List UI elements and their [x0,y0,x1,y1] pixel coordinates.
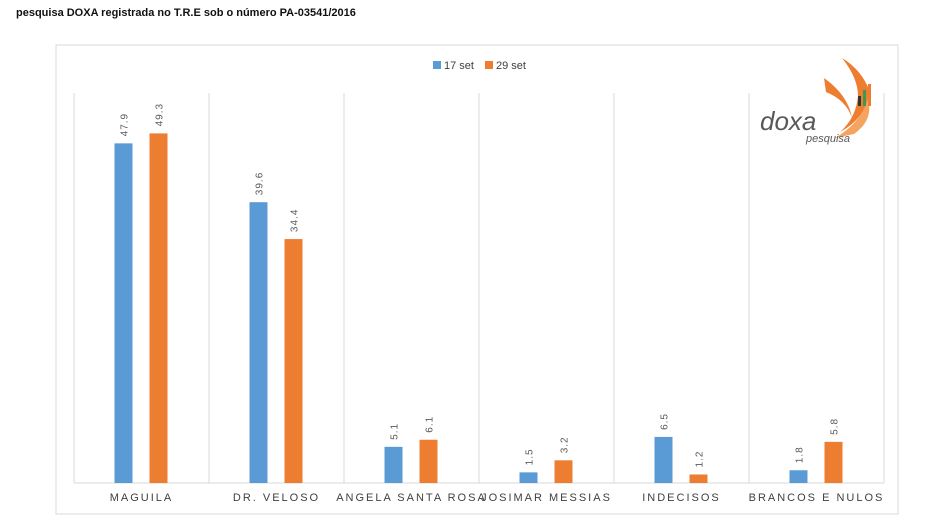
bar [114,143,133,483]
logo-sub: pesquisa [805,133,850,145]
doxa-logo: doxa pesquisa [760,58,871,145]
data-label: 6.5 [660,413,671,430]
data-label: 5.8 [830,418,841,435]
data-label: 1.2 [695,451,706,468]
category-label: JOSIMAR MESSIAS [481,492,612,504]
bar [284,239,303,483]
header-text: pesquisa DOXA registrada no T.R.E sob o … [16,7,356,19]
logo-word: doxa [760,106,816,136]
bar [689,474,708,483]
data-label: 6.1 [425,416,436,433]
legend-swatch [485,61,493,69]
legend-swatch [433,61,441,69]
bar [149,133,168,483]
data-label: 5.1 [390,423,401,440]
category-label: DR. VELOSO [233,492,320,504]
legend-label: 17 set [444,60,474,72]
bar [654,436,673,483]
bar [824,441,843,483]
category-label: MAGUILA [110,492,174,504]
data-label: 39.6 [255,172,266,195]
data-label: 49.3 [155,103,166,126]
bar [384,446,403,483]
bar [789,470,808,483]
bar [419,439,438,483]
bar [249,202,268,483]
category-label: ANGELA SANTA ROSA [336,492,487,504]
category-label: BRANCOS E NULOS [749,492,885,504]
bar [519,472,538,483]
data-label: 1.8 [795,446,806,463]
category-label: INDECISOS [642,492,721,504]
data-label: 1.5 [525,448,536,465]
bar [554,460,573,483]
data-label: 47.9 [120,113,131,136]
legend-label: 29 set [496,60,526,72]
data-label: 34.4 [290,209,301,232]
data-label: 3.2 [560,436,571,453]
